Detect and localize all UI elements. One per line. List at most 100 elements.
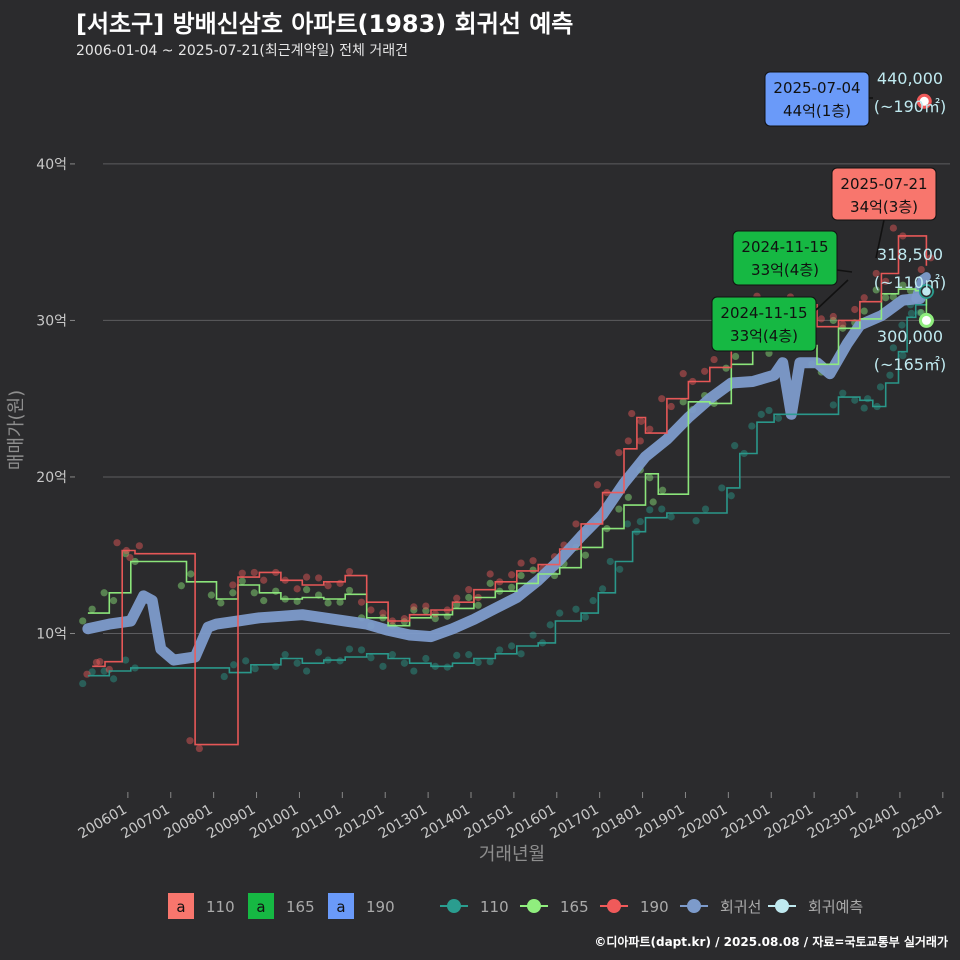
scatter-point	[882, 294, 890, 302]
scatter-point	[731, 352, 740, 361]
scatter-point	[889, 224, 897, 232]
scatter-point	[272, 662, 280, 670]
legend-line-dot	[687, 899, 701, 913]
scatter-point	[581, 551, 590, 559]
legend-fill-key-letter: a	[336, 898, 345, 916]
scatter-point	[272, 587, 280, 595]
scatter-point	[529, 631, 537, 639]
scatter-point	[898, 321, 906, 329]
scatter-point	[345, 568, 354, 576]
scatter-point	[100, 589, 108, 597]
annotation-box	[831, 167, 937, 221]
x-tick-label: 201801	[590, 802, 644, 843]
annotation-date: 2024-11-15	[741, 238, 828, 256]
scatter-point	[839, 320, 847, 328]
scatter-point	[410, 667, 418, 675]
scatter-point	[315, 574, 323, 582]
scatter-point	[646, 474, 654, 482]
right-area-label: (~165㎡)	[874, 355, 946, 374]
scatter-point	[88, 668, 96, 676]
right-area-label: (~110㎡)	[874, 273, 946, 292]
scatter-point	[474, 601, 482, 609]
scatter-point	[624, 437, 632, 445]
scatter-point	[731, 442, 739, 450]
x-tick-label: 201201	[333, 802, 387, 843]
scatter-point	[701, 505, 710, 513]
annotation-leader	[815, 279, 849, 311]
scatter-point	[229, 581, 237, 589]
scatter-point	[667, 402, 675, 411]
scatter-point	[410, 606, 418, 614]
scatter-point	[88, 605, 96, 613]
scatter-point	[765, 406, 773, 415]
scatter-point	[293, 659, 301, 667]
scatter-point	[636, 437, 644, 445]
y-tick-label: 40억	[36, 157, 67, 173]
right-area-label: (~190㎡)	[874, 97, 946, 116]
highlight-point-190	[916, 93, 932, 109]
y-tick-label: 10억	[36, 626, 67, 642]
legend-line-label: 회귀선	[720, 898, 761, 916]
scatter-point	[606, 557, 614, 566]
scatter-point	[207, 591, 215, 599]
x-tick-label: 200901	[204, 802, 258, 843]
scatter-point	[465, 593, 473, 602]
scatter-point	[616, 565, 624, 573]
annotation-price: 44억(1층)	[783, 102, 851, 120]
x-tick-label: 202401	[848, 802, 902, 843]
scatter-point	[336, 579, 344, 587]
source-caption: ©디아파트(dapt.kr) / 2025.08.08 / 자료=국토교통부 실…	[594, 935, 948, 949]
x-tick-label: 201701	[547, 802, 601, 843]
scatter-point	[872, 286, 880, 294]
scatter-point	[238, 569, 246, 577]
scatter-point	[546, 621, 554, 629]
scatter-point	[315, 648, 323, 656]
scatter-point	[281, 651, 289, 659]
scatter-point	[864, 395, 872, 403]
x-tick-label: 200801	[161, 802, 215, 843]
annotation-date: 2025-07-04	[773, 79, 860, 97]
x-tick-label: 201501	[462, 802, 516, 843]
scatter-point	[220, 672, 228, 681]
scatter-point	[379, 609, 387, 617]
highlight-point-165	[918, 312, 934, 328]
scatter-point	[517, 650, 525, 658]
annotation-date: 2024-11-15	[720, 304, 807, 322]
scatter-point	[517, 571, 525, 580]
scatter-point	[422, 607, 430, 615]
legend-fill-label: 190	[366, 898, 395, 916]
scatter-point	[122, 656, 130, 664]
annotation-price: 33억(4층)	[730, 327, 798, 345]
scatter-point	[230, 661, 238, 669]
scatter-point	[637, 417, 645, 425]
x-tick-label: 202201	[762, 802, 816, 843]
scatter-point	[624, 493, 632, 501]
scatter-point	[217, 599, 225, 607]
legend-fill-key	[328, 893, 354, 919]
scatter-point	[886, 371, 894, 379]
scatter-point	[701, 367, 709, 375]
scatter-point	[649, 498, 657, 506]
scatter-point	[659, 486, 667, 494]
scatter-point	[431, 615, 439, 623]
scatter-point	[628, 409, 636, 418]
annotation-box	[711, 296, 817, 352]
scatter-point	[829, 401, 837, 409]
scatter-point	[658, 395, 666, 403]
scatter-point	[345, 645, 354, 653]
legend-line-dot	[607, 899, 621, 913]
scatter-point	[251, 665, 259, 673]
scatter-point	[110, 597, 118, 605]
scatter-point	[113, 539, 121, 547]
scatter-point	[242, 657, 250, 665]
legend-fill-key-letter: a	[256, 898, 265, 916]
legend-line-label: 110	[480, 898, 509, 916]
annotation-price: 33억(4층)	[751, 261, 819, 279]
x-axis-title: 거래년월	[479, 844, 545, 865]
scatter-point	[556, 609, 564, 617]
scatter-point	[646, 425, 654, 433]
scatter-point	[474, 658, 482, 667]
scatter-point	[851, 396, 859, 404]
scatter-point	[79, 617, 87, 625]
